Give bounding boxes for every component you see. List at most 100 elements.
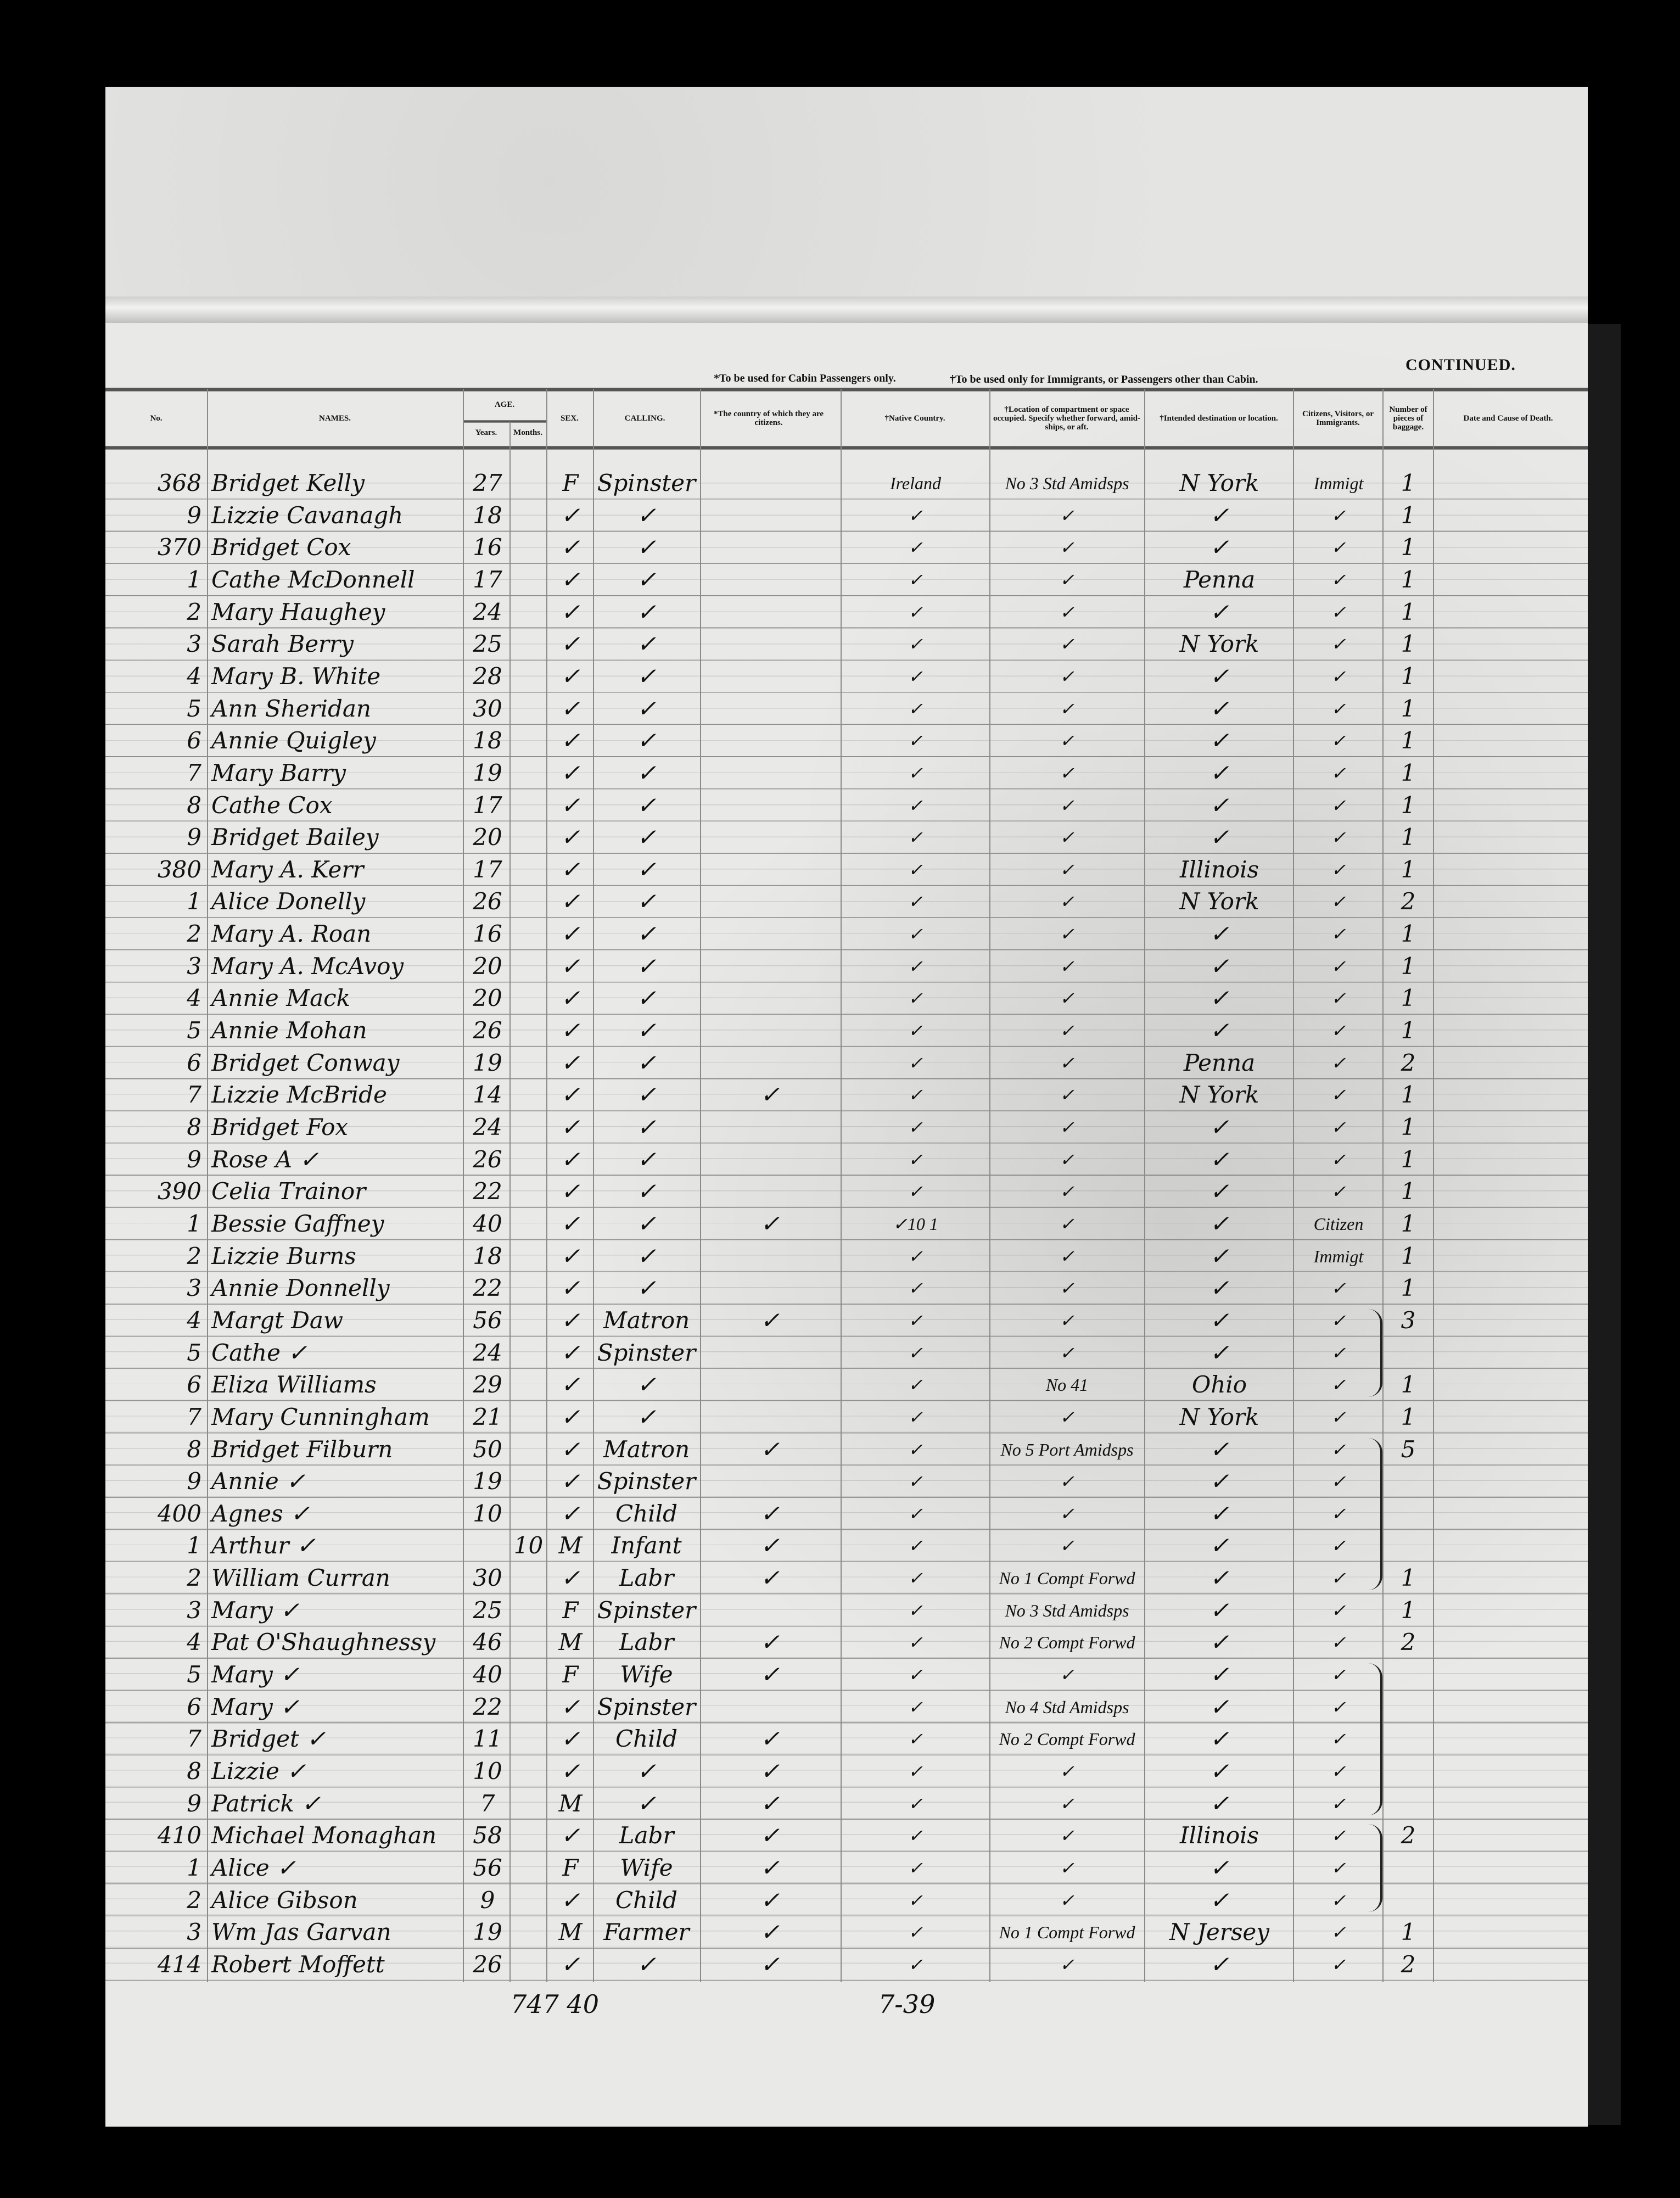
cell-no: 4 <box>187 662 201 690</box>
cell-calling: Child <box>615 1725 677 1753</box>
cell-native: ✓ <box>908 538 923 558</box>
cell-sex: M <box>558 1789 583 1817</box>
cell-no: 4 <box>187 985 201 1012</box>
cell-name: Bessie Gaffney <box>211 1210 384 1237</box>
cell-years: 10 <box>473 1758 502 1785</box>
cell-name: Annie Mack <box>211 985 351 1012</box>
cell-location: No 2 Compt Forwd <box>999 1632 1135 1653</box>
cell-native: ✓ <box>908 1149 923 1170</box>
cell-no: 5 <box>187 695 201 722</box>
cell-no: 3 <box>187 952 201 980</box>
column-divider <box>463 389 464 1982</box>
cell-native: ✓ <box>908 956 923 976</box>
cell-destination: ✓ <box>1209 598 1229 625</box>
cell-no: 380 <box>157 855 201 883</box>
cell-baggage: 1 <box>1401 1145 1416 1173</box>
cell-destination: ✓ <box>1209 952 1229 980</box>
cell-no: 9 <box>187 1468 201 1495</box>
cell-calling: ✓ <box>636 1145 657 1173</box>
cell-native: ✓ <box>908 1826 923 1846</box>
cell-calling: ✓ <box>636 1017 657 1044</box>
cell-calling: ✓ <box>636 695 657 722</box>
cell-name: Mary ✓ <box>211 1693 300 1720</box>
cell-citizen-of: ✓ <box>760 1950 780 1978</box>
cell-sex: ✓ <box>561 598 580 625</box>
continued-label: CONTINUED. <box>1405 356 1516 374</box>
cell-no: 9 <box>187 824 201 851</box>
cell-no: 5 <box>187 1339 201 1366</box>
cell-status: ✓ <box>1331 1021 1346 1041</box>
cell-years: 24 <box>473 1339 502 1366</box>
cell-no: 368 <box>157 469 201 496</box>
cell-location: ✓ <box>1060 538 1074 558</box>
cell-destination: ✓ <box>1209 920 1229 948</box>
cell-no: 6 <box>187 1371 201 1399</box>
header-destination: †Intended destination or location. <box>1160 414 1278 423</box>
cell-location: ✓ <box>1060 1149 1074 1170</box>
header-status: Citizens, Visitors, or Immigrants. <box>1302 410 1374 427</box>
cell-status: ✓ <box>1331 827 1346 848</box>
cell-destination: ✓ <box>1209 1789 1229 1817</box>
cell-name: Annie Donnelly <box>211 1274 390 1302</box>
cell-no: 7 <box>187 1081 201 1109</box>
cell-calling: Labr <box>619 1629 674 1656</box>
cell-sex: ✓ <box>561 695 580 722</box>
cell-calling: Spinster <box>597 1596 696 1624</box>
cell-sex: ✓ <box>561 985 580 1012</box>
header-months: Months. <box>513 428 542 437</box>
cell-sex: ✓ <box>561 630 580 658</box>
cell-destination: N York <box>1179 630 1259 658</box>
cell-baggage: 2 <box>1401 1950 1416 1978</box>
cell-years: 16 <box>473 534 502 561</box>
cell-years: 40 <box>473 1661 502 1688</box>
cell-location: ✓ <box>1060 1472 1074 1492</box>
cell-years: 17 <box>473 855 502 883</box>
cell-name: Wm Jas Garvan <box>211 1919 391 1946</box>
cell-status: ✓ <box>1331 1632 1346 1653</box>
cell-destination: ✓ <box>1209 1950 1229 1978</box>
cell-years: 25 <box>473 630 502 658</box>
cell-baggage: 1 <box>1401 630 1416 658</box>
cell-native: ✓ <box>908 1278 923 1299</box>
cell-destination: ✓ <box>1209 534 1229 561</box>
cell-destination: N York <box>1179 469 1259 496</box>
cell-sex: ✓ <box>561 1435 580 1463</box>
cell-calling: ✓ <box>636 952 657 980</box>
cell-destination: ✓ <box>1209 727 1229 754</box>
cell-years: 10 <box>473 1500 502 1527</box>
cell-years: 19 <box>473 1468 502 1495</box>
cell-baggage: 1 <box>1401 662 1416 690</box>
cell-citizen-of: ✓ <box>760 1886 780 1914</box>
cell-years: 22 <box>473 1693 502 1720</box>
cell-citizen-of: ✓ <box>760 1500 780 1527</box>
cell-location: ✓ <box>1060 505 1074 525</box>
cell-sex: F <box>562 1661 579 1688</box>
cell-sex: ✓ <box>561 1950 580 1978</box>
cell-sex: ✓ <box>561 501 580 529</box>
cell-location: ✓ <box>1060 1213 1074 1234</box>
cell-years: 26 <box>473 888 502 915</box>
header-names: NAMES. <box>319 414 351 423</box>
cell-sex: ✓ <box>561 1758 580 1785</box>
cell-destination: ✓ <box>1209 1145 1229 1173</box>
cell-citizen-of: ✓ <box>760 1758 780 1785</box>
cell-baggage: 2 <box>1401 1629 1416 1656</box>
cell-location: ✓ <box>1060 1246 1074 1266</box>
cell-years: 20 <box>473 824 502 851</box>
folded-top-flap <box>105 87 1588 323</box>
cell-calling: Spinster <box>597 1339 696 1366</box>
cell-name: Mary ✓ <box>211 1596 300 1624</box>
cell-native: ✓10 1 <box>893 1213 938 1234</box>
cell-years: 9 <box>480 1886 495 1914</box>
cell-no: 5 <box>187 1017 201 1044</box>
cell-location: ✓ <box>1060 1117 1074 1137</box>
cell-sex: ✓ <box>561 1468 580 1495</box>
cell-native: ✓ <box>908 1632 923 1653</box>
cell-sex: ✓ <box>561 888 580 915</box>
cell-destination: N York <box>1179 1403 1259 1430</box>
header-age: AGE. <box>494 400 515 409</box>
cell-destination: ✓ <box>1209 824 1229 851</box>
cell-sex: ✓ <box>561 1371 580 1399</box>
cell-years: 22 <box>473 1178 502 1205</box>
cell-status: Citizen <box>1313 1213 1364 1234</box>
